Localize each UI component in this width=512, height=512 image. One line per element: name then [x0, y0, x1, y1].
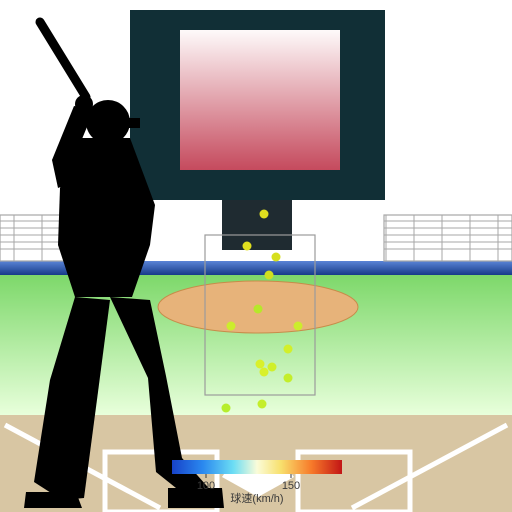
pitch-marker: [222, 404, 231, 413]
legend-tick-label: 100: [197, 480, 215, 492]
batter-hand: [75, 95, 93, 113]
batter-foot-left: [24, 492, 82, 508]
pitch-marker: [227, 322, 236, 331]
helmet-brim: [118, 118, 140, 128]
pitch-marker: [268, 363, 277, 372]
pitch-location-chart: 100 150球速(km/h): [0, 0, 512, 512]
pitch-marker: [260, 368, 269, 377]
pitch-marker: [284, 374, 293, 383]
pitch-marker: [258, 400, 267, 409]
legend-axis-label: 球速(km/h): [230, 491, 283, 505]
pitch-marker: [294, 322, 303, 331]
scoreboard-support: [222, 200, 292, 250]
pitch-marker: [256, 360, 265, 369]
pitch-marker: [243, 242, 252, 251]
pitch-marker: [272, 253, 281, 262]
pitch-marker: [265, 271, 274, 280]
scoreboard-screen: [180, 30, 340, 170]
legend-colorbar: [172, 460, 342, 474]
pitch-marker: [284, 345, 293, 354]
pitch-marker: [254, 305, 263, 314]
legend-tick-label: 150: [282, 480, 300, 492]
pitch-marker: [260, 210, 269, 219]
